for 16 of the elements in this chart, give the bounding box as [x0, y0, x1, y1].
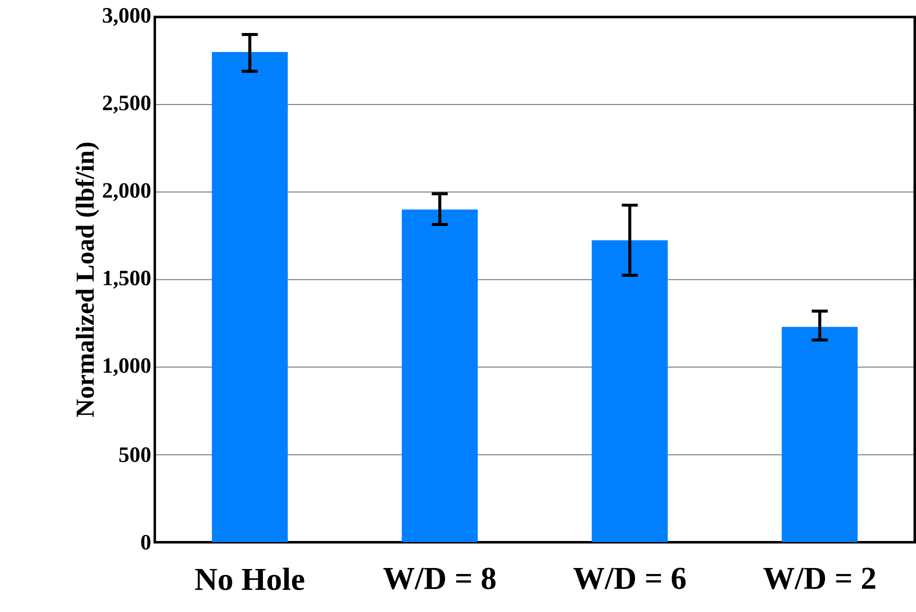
x-tick-label: No Hole: [195, 568, 304, 590]
y-tick-label: 3,000: [102, 8, 150, 26]
bar: [402, 210, 478, 542]
y-axis-title: Normalized Load (lbf/in): [75, 142, 100, 417]
bar: [212, 52, 288, 542]
x-tick-label: W/D = 2: [763, 568, 876, 590]
y-tick-label: 0: [141, 534, 150, 550]
x-tick-label: W/D = 8: [383, 568, 496, 590]
x-tick-label: W/D = 6: [573, 568, 686, 590]
bar: [592, 240, 668, 542]
y-tick-label: 1,000: [104, 358, 150, 376]
bar: [782, 326, 858, 542]
y-tick-label: 2,000: [102, 183, 150, 201]
y-tick-label: 1,500: [104, 270, 150, 289]
y-tick-label: 500: [119, 447, 150, 462]
y-tick-label: 2,500: [102, 95, 150, 114]
